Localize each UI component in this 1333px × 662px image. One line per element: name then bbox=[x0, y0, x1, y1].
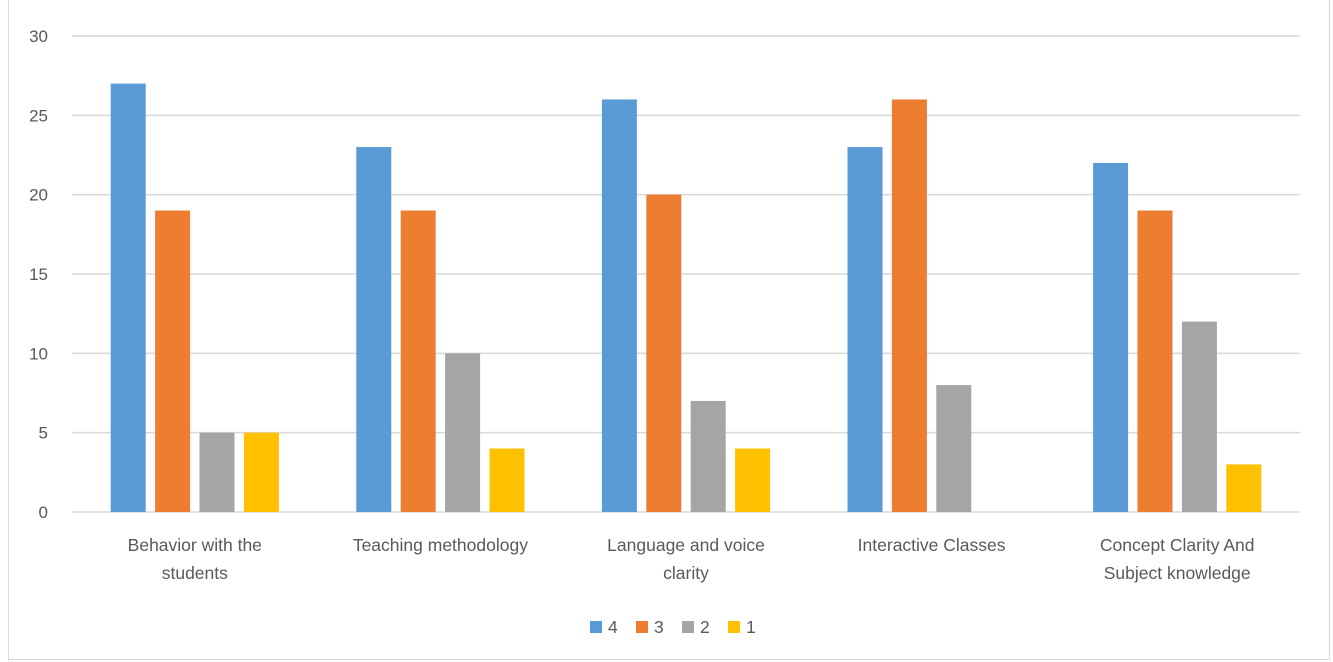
bar-series-4 bbox=[847, 147, 883, 513]
bar-series-2 bbox=[199, 432, 235, 512]
bar-series-4 bbox=[356, 147, 392, 513]
x-category-label: Teaching methodology bbox=[353, 535, 528, 555]
legend-swatch-2 bbox=[682, 621, 694, 633]
bar-series-2 bbox=[1181, 321, 1217, 512]
legend-label: 4 bbox=[608, 617, 618, 637]
bar-series-4 bbox=[601, 99, 637, 512]
legend-label: 1 bbox=[746, 617, 756, 637]
bar-series-2 bbox=[445, 353, 481, 512]
x-category-label: Behavior with the bbox=[128, 535, 262, 555]
bar-series-2 bbox=[936, 385, 972, 512]
bar-series-3 bbox=[646, 194, 682, 512]
x-category-label: students bbox=[162, 563, 228, 583]
y-tick-label: 5 bbox=[39, 424, 48, 443]
bar-series-2 bbox=[690, 400, 726, 512]
x-category-label: Subject knowledge bbox=[1104, 563, 1251, 583]
legend-swatch-1 bbox=[728, 621, 740, 633]
bar-series-3 bbox=[155, 210, 191, 513]
y-tick-label: 30 bbox=[29, 27, 48, 46]
bar-series-1 bbox=[1226, 464, 1262, 512]
bar-series-1 bbox=[735, 448, 771, 512]
x-category-label: Language and voice bbox=[607, 535, 765, 555]
legend-swatch-4 bbox=[590, 621, 602, 633]
y-tick-label: 10 bbox=[29, 344, 48, 363]
legend-label: 3 bbox=[654, 617, 664, 637]
bar-series-3 bbox=[400, 210, 436, 513]
legend-label: 2 bbox=[700, 617, 710, 637]
bar-series-4 bbox=[110, 83, 146, 512]
legend-swatch-3 bbox=[636, 621, 648, 633]
bar-series-1 bbox=[243, 432, 279, 512]
x-category-label: Interactive Classes bbox=[858, 535, 1006, 555]
y-tick-label: 15 bbox=[29, 265, 48, 284]
bar-series-3 bbox=[1137, 210, 1173, 513]
x-category-label: clarity bbox=[663, 563, 709, 583]
y-tick-label: 0 bbox=[39, 503, 48, 522]
y-tick-label: 20 bbox=[29, 186, 48, 205]
bar-series-3 bbox=[891, 99, 927, 512]
bar-series-1 bbox=[489, 448, 525, 512]
bar-series-4 bbox=[1093, 162, 1129, 512]
y-tick-label: 25 bbox=[29, 106, 48, 125]
x-category-label: Concept Clarity And bbox=[1100, 535, 1255, 555]
